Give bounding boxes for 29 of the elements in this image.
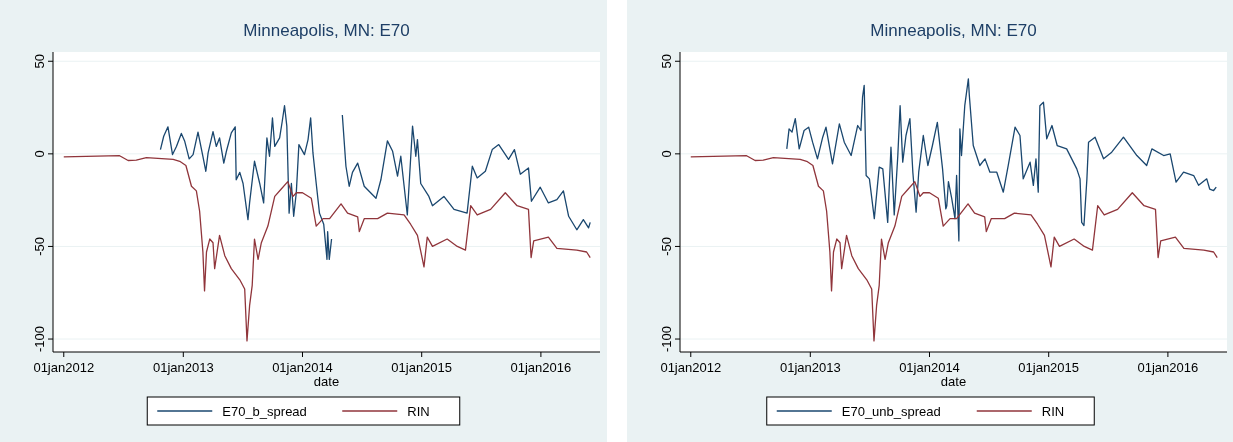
- y-tick-label: -100: [659, 326, 674, 353]
- line-series: [63, 155, 591, 342]
- line-series: [690, 155, 1218, 342]
- legend-label: E70_unb_spread: [841, 404, 941, 419]
- chart-title: Minneapolis, MN: E70: [243, 21, 410, 40]
- x-tick-label: 01jan2014: [899, 360, 960, 375]
- y-tick-label: 50: [659, 54, 674, 69]
- x-tick-label: 01jan2012: [33, 360, 95, 375]
- chart-title: Minneapolis, MN: E70: [870, 21, 1037, 40]
- x-tick-label: 01jan2015: [1018, 360, 1080, 375]
- y-tick-label: 50: [32, 54, 47, 69]
- y-tick-label: 0: [32, 150, 47, 158]
- x-axis-title: date: [940, 374, 967, 389]
- x-tick-label: 01jan2013: [152, 360, 214, 375]
- x-tick-label: 01jan2016: [1137, 360, 1199, 375]
- legend-label: E70_b_spread: [222, 404, 307, 419]
- legend-label: RIN: [1041, 404, 1065, 419]
- x-axis-title: date: [313, 374, 340, 389]
- y-tick-label: -50: [32, 237, 47, 256]
- x-tick-label: 01jan2012: [660, 360, 722, 375]
- legend-label: RIN: [407, 404, 430, 419]
- x-tick-label: 01jan2013: [779, 360, 841, 375]
- y-tick-label: -100: [32, 326, 47, 353]
- x-tick-label: 01jan2015: [391, 360, 453, 375]
- y-tick-label: 0: [659, 150, 674, 158]
- x-tick-label: 01jan2016: [510, 360, 572, 375]
- x-tick-label: 01jan2014: [272, 360, 333, 375]
- y-tick-label: -50: [659, 237, 674, 256]
- line-series: [786, 78, 1217, 242]
